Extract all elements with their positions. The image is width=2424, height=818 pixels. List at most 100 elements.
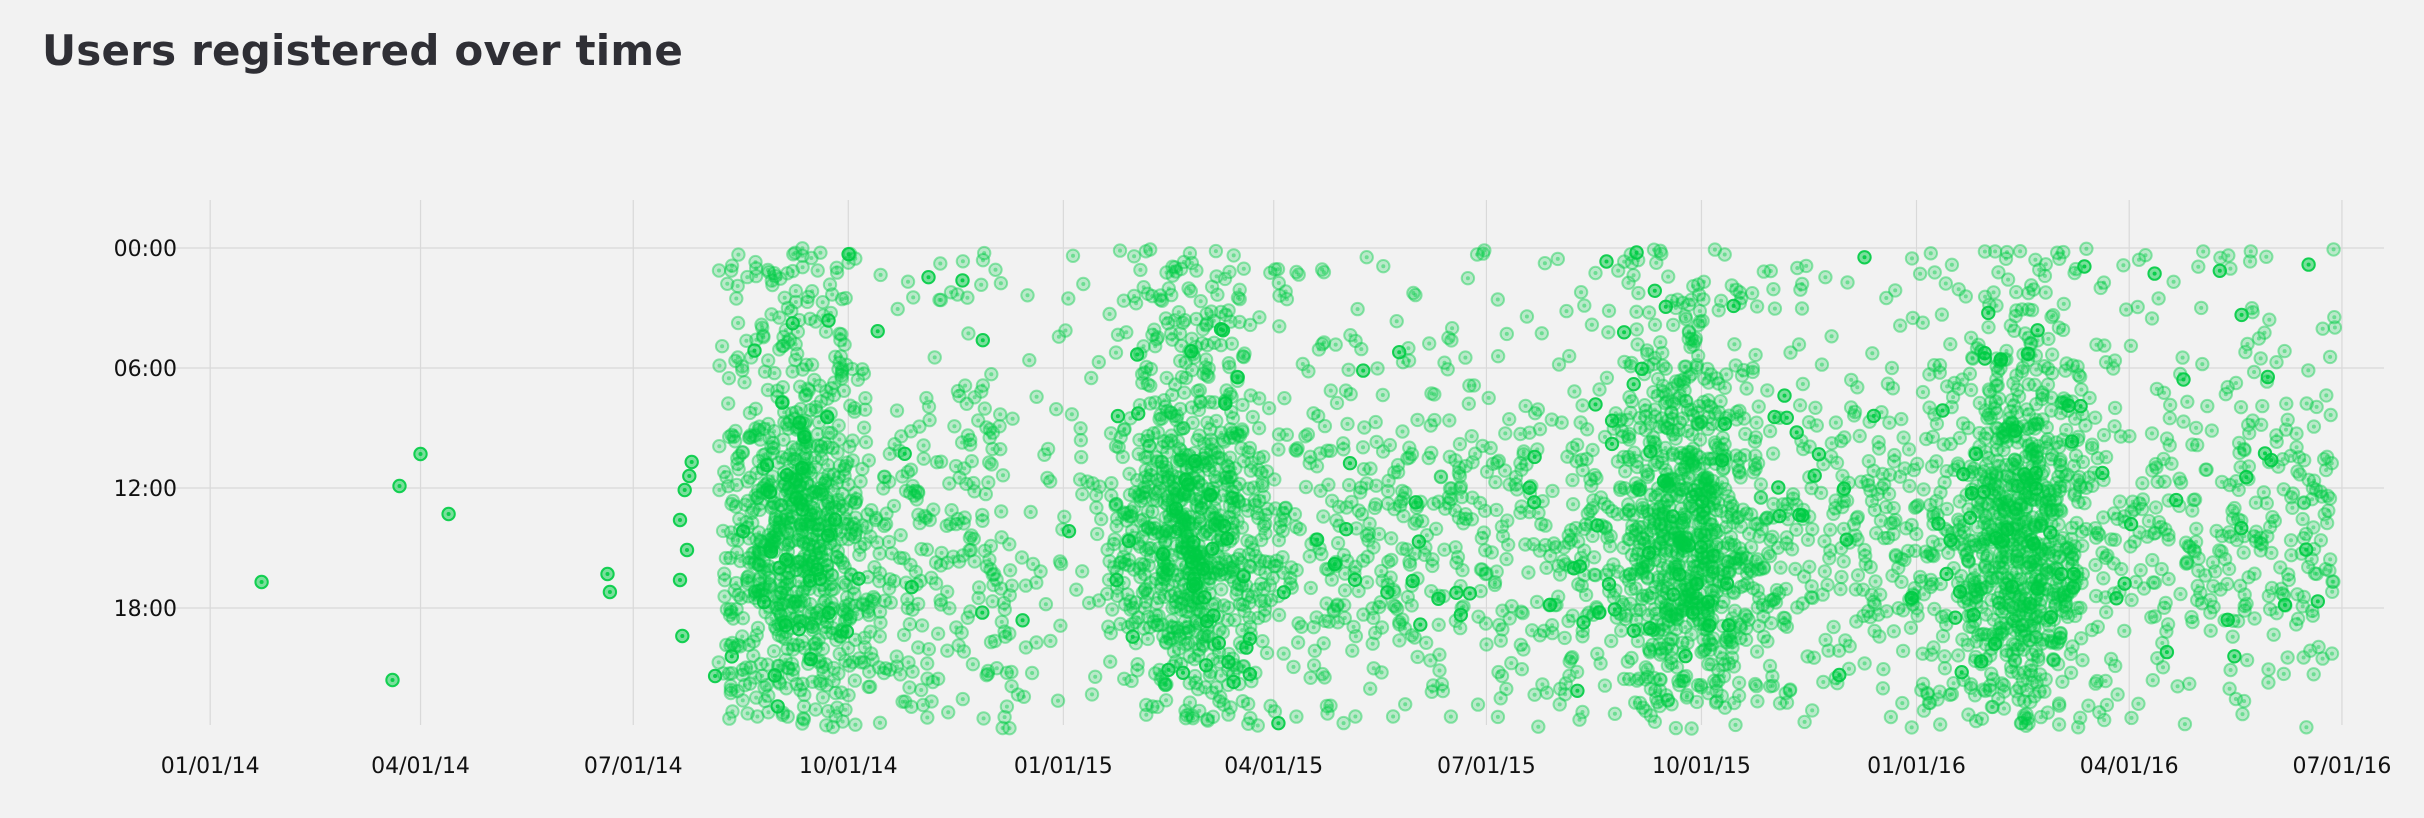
data-point [1222,450,1238,465]
data-point [1544,412,1560,427]
data-point [1728,717,1743,733]
data-point [1076,276,1091,292]
data-point [1225,564,1240,579]
data-point [916,451,931,466]
data-point [1020,288,1035,303]
data-point [914,541,929,557]
data-point [1557,630,1572,646]
data-point [2012,680,2027,695]
data-point [739,333,754,348]
data-point [1271,533,1287,548]
data-point [1823,522,1838,537]
data-point [1435,683,1451,699]
data-points [254,241,2343,736]
data-point [1519,309,1535,324]
data-point [812,583,827,598]
data-point [2000,468,2015,483]
data-point [2124,710,2139,726]
data-point [1350,301,1365,317]
data-point [2014,364,2030,379]
data-point [808,702,823,717]
data-point [1719,630,1735,645]
data-point [1696,504,1712,519]
data-point [1951,512,1966,527]
data-point [1599,254,1614,269]
data-point [1686,279,1701,294]
data-point [1196,551,1212,567]
data-point [2090,451,2105,466]
data-point [932,292,947,308]
data-point [1521,565,1536,580]
data-point [2088,588,2104,604]
data-point [2305,603,2320,619]
data-point [873,267,888,283]
data-point [1131,406,1146,421]
data-point [815,641,831,656]
data-point [1551,589,1566,604]
data-point [1232,291,1247,307]
data-point [2136,581,2152,596]
data-point [803,597,818,612]
data-point [1161,281,1177,296]
data-point [1631,483,1647,498]
data-point [1311,342,1327,357]
data-point [1704,657,1719,672]
data-point [1498,426,1513,441]
data-point [1624,355,1639,371]
data-point [988,262,1003,277]
data-point [1139,697,1154,713]
data-point [943,285,959,300]
data-point [2073,369,2088,384]
data-point [1173,443,1188,458]
data-point [1289,519,1304,535]
data-point [1727,337,1742,352]
data-point [865,652,880,667]
data-point [1567,384,1582,399]
data-point [1618,506,1634,522]
data-point [1302,456,1317,471]
data-point [1817,564,1833,579]
x-tick-label: 01/01/15 [1014,754,1113,779]
data-point [1734,368,1750,383]
data-point [1351,503,1367,518]
data-point [779,417,795,432]
data-point [2092,705,2107,720]
data-point [1850,380,1865,395]
data-point [1762,658,1778,674]
data-point [1122,466,1137,481]
data-point [1939,566,1954,582]
data-point [1165,259,1180,274]
data-point [2003,659,2019,675]
data-point [1234,441,1249,456]
x-tick-label: 04/01/14 [371,754,470,779]
data-point [1460,271,1476,286]
data-point [1999,495,2014,510]
data-point [911,596,926,612]
data-point [1181,604,1196,620]
data-point [994,614,1009,630]
data-point [720,276,735,291]
data-point [1584,317,1600,332]
data-point [711,263,727,278]
data-point [1901,442,1917,457]
data-point [2261,588,2277,604]
data-point [1155,565,1171,580]
data-point [1502,412,1517,427]
data-point [2229,474,2244,489]
data-point [1043,474,1058,489]
data-point [723,678,738,694]
data-point [1929,493,1944,509]
data-point [1763,679,1778,694]
data-point [1133,262,1148,278]
data-point [954,625,969,640]
data-point [1666,317,1681,333]
data-point [1629,322,1644,337]
data-point [2204,423,2220,438]
data-point [1452,460,1467,475]
data-point [1915,384,1931,400]
data-point [1956,672,1971,688]
data-point [1398,485,1413,500]
data-point [980,666,995,682]
data-point [1307,643,1323,658]
data-point [1852,428,1867,444]
